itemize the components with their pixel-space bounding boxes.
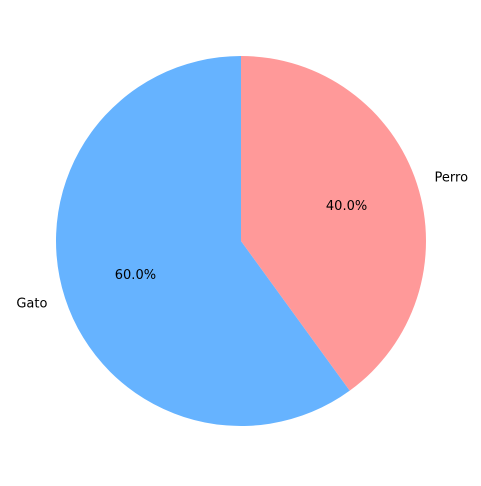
pie-labels: 60.0% Gato 40.0% Perro (16, 171, 468, 312)
pie-pct-label-gato: 60.0% (115, 268, 156, 283)
pie-category-label-perro: Perro (435, 171, 469, 186)
pie-category-label-gato: Gato (16, 296, 47, 311)
pie-slice-gato (56, 56, 350, 426)
pie-slices (56, 56, 427, 426)
pie-slice-perro (241, 56, 427, 391)
pie-pct-label-perro: 40.0% (326, 199, 367, 214)
